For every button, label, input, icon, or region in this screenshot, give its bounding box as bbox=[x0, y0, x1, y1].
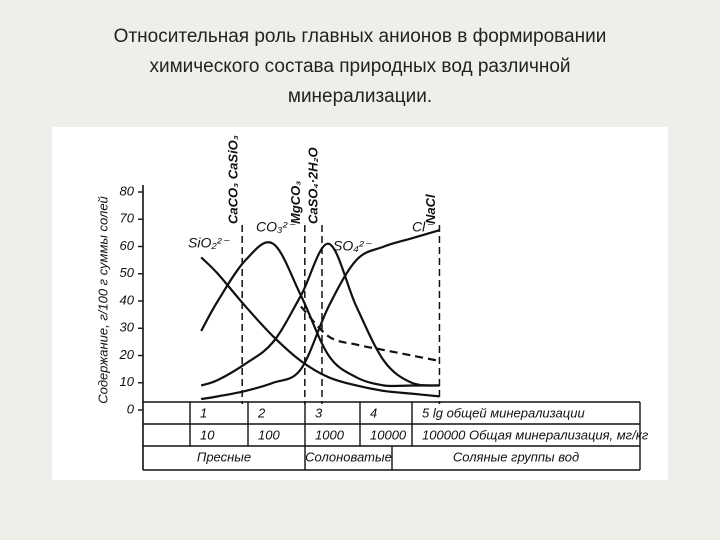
table-cell: 1 bbox=[200, 405, 207, 420]
marker-label: NaCl bbox=[423, 194, 438, 224]
curve bbox=[300, 305, 440, 363]
title-line: минерализации. bbox=[288, 86, 432, 107]
y-tick-label: 10 bbox=[120, 374, 135, 389]
marker-label: MgCO₃ bbox=[288, 181, 303, 224]
table-cell: 10000 bbox=[370, 427, 407, 442]
marker-label: CaCO₃ CaSiO₃ bbox=[226, 135, 241, 224]
table-cell: Солоноватые bbox=[305, 449, 392, 464]
curve-label: SiO₂²⁻ bbox=[188, 235, 230, 251]
y-tick-label: 70 bbox=[120, 211, 135, 226]
y-tick-label: 80 bbox=[120, 183, 135, 198]
table-cell: 4 bbox=[370, 405, 377, 420]
table-cell: Пресные bbox=[197, 449, 251, 464]
table-cell: 100000 Общая минерализация, мг/кг bbox=[422, 427, 649, 442]
y-tick-label: 0 bbox=[127, 401, 135, 416]
table-cell: Соляные группы вод bbox=[453, 449, 579, 464]
y-tick-label: 40 bbox=[120, 292, 135, 307]
title-line: химического состава природных вод различ… bbox=[149, 56, 570, 77]
table-cell: 1000 bbox=[315, 427, 345, 442]
y-axis-label: Содержание, г/100 г суммы солей bbox=[95, 196, 110, 404]
curve bbox=[200, 242, 440, 387]
table-cell: 3 bbox=[315, 405, 323, 420]
curve bbox=[200, 241, 440, 388]
curve-label: CO₃²⁻ bbox=[256, 219, 296, 235]
table-cell: 10 bbox=[200, 427, 215, 442]
table-cell: 100 bbox=[258, 427, 280, 442]
curve bbox=[201, 229, 440, 401]
curve-label: SO₄²⁻ bbox=[333, 238, 373, 254]
curve bbox=[200, 256, 440, 398]
title-line: Относительная роль главных анионов в фор… bbox=[114, 26, 607, 47]
y-tick-label: 30 bbox=[120, 320, 135, 335]
table-cell: 2 bbox=[257, 405, 266, 420]
y-tick-label: 50 bbox=[120, 265, 135, 280]
curve-label: Cl⁻ bbox=[412, 219, 434, 235]
marker-label: CaSO₄·2H₂O bbox=[305, 147, 320, 224]
y-tick-label: 20 bbox=[119, 347, 135, 362]
table-cell: 5 lg общей минерализации bbox=[422, 405, 585, 420]
y-tick-label: 60 bbox=[120, 238, 135, 253]
